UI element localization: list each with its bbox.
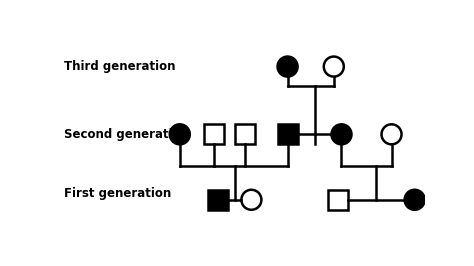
Ellipse shape [278,57,298,77]
Bar [328,190,347,210]
Bar [235,124,255,144]
Ellipse shape [382,124,401,144]
Ellipse shape [331,124,352,144]
Ellipse shape [324,57,344,77]
Bar [208,190,228,210]
Ellipse shape [405,190,425,210]
Text: Second generation: Second generation [64,128,189,141]
Text: Third generation: Third generation [64,60,176,73]
Ellipse shape [241,190,261,210]
Ellipse shape [170,124,190,144]
Bar [278,124,298,144]
Bar [204,124,225,144]
Text: First generation: First generation [64,187,172,200]
